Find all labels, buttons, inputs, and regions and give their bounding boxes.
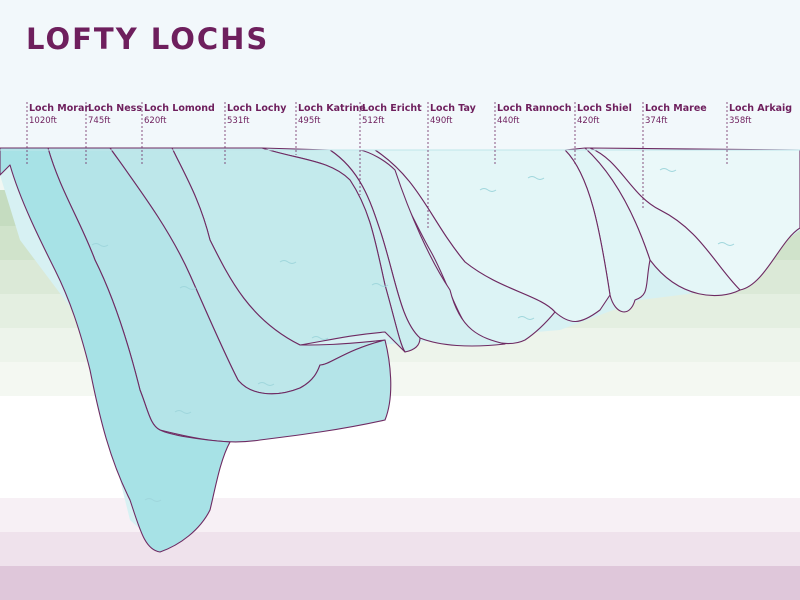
loch-name-label: Loch Lomond bbox=[144, 103, 215, 114]
loch-depth-label: 440ft bbox=[497, 116, 520, 126]
ripple-1 bbox=[91, 243, 109, 247]
loch-shape-morar bbox=[0, 147, 231, 553]
loch-depth-label: 531ft bbox=[227, 116, 250, 126]
loch-name-label: Loch Tay bbox=[430, 103, 477, 114]
loch-name-label: Loch Morar bbox=[29, 103, 89, 114]
loch-depth-label: 620ft bbox=[144, 116, 167, 126]
ripple-3 bbox=[279, 260, 297, 264]
loch-name-label: Loch Shiel bbox=[577, 103, 632, 114]
water-body bbox=[0, 147, 800, 553]
loch-depth-label: 420ft bbox=[577, 116, 600, 126]
loch-labels: Loch Morar 1020ft Loch Ness 745ft Loch Lomon… bbox=[26, 102, 792, 228]
ripple-9 bbox=[479, 188, 497, 192]
ripples bbox=[91, 168, 735, 502]
ripple-5 bbox=[257, 382, 275, 386]
loch-name-label: Loch Ness bbox=[88, 103, 142, 114]
page-title: LOFTY LOCHS bbox=[26, 22, 270, 56]
loch-depth-label: 745ft bbox=[88, 116, 111, 126]
loch-name-label: Loch Rannoch bbox=[497, 103, 572, 114]
loch-depth-label: 512ft bbox=[362, 116, 385, 126]
loch-name-label: Loch Lochy bbox=[227, 103, 287, 114]
ripple-8 bbox=[371, 283, 389, 287]
ripple-2 bbox=[179, 286, 197, 290]
ripple-11 bbox=[659, 168, 677, 172]
loch-depth-label: 358ft bbox=[729, 116, 752, 126]
ripple-4 bbox=[311, 336, 329, 340]
loch-name-label: Loch Ericht bbox=[362, 103, 422, 114]
ripple-12 bbox=[717, 242, 735, 246]
loch-name-label: Loch Katrine bbox=[298, 103, 366, 114]
ripple-13 bbox=[527, 176, 545, 180]
loch-shape-tay bbox=[359, 149, 556, 345]
loch-name-label: Loch Arkaig bbox=[729, 103, 792, 114]
ripple-6 bbox=[174, 410, 192, 414]
ripple-10 bbox=[517, 316, 535, 320]
sky-band bbox=[0, 0, 800, 150]
ripple-7 bbox=[144, 498, 162, 502]
loch-depth-label: 374ft bbox=[645, 116, 668, 126]
loch-depth-label: 495ft bbox=[298, 116, 321, 126]
purple-band-2 bbox=[0, 532, 800, 566]
loch-depth-label: 490ft bbox=[430, 116, 453, 126]
loch-depth-label: 1020ft bbox=[29, 116, 57, 126]
purple-band-1 bbox=[0, 498, 800, 532]
purple-band-3 bbox=[0, 566, 800, 600]
loch-name-label: Loch Maree bbox=[645, 103, 707, 114]
